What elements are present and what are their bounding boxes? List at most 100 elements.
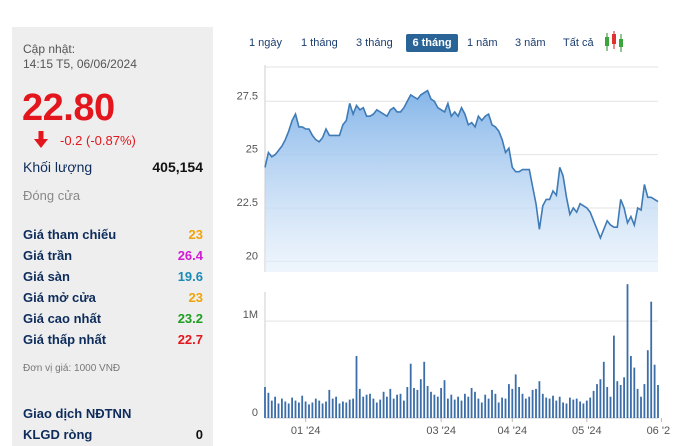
volume-bar: [596, 384, 598, 418]
stock-info-panel: Cập nhật: 14:15 T5, 06/06/2024 22.80 -0.…: [12, 27, 213, 446]
volume-bar: [321, 403, 324, 418]
volume-bar: [443, 380, 446, 418]
volume-bar: [403, 400, 405, 418]
volume-bar: [338, 403, 341, 418]
volume-bar: [555, 400, 558, 418]
volume-bar: [335, 396, 337, 418]
volume-bar: [518, 387, 520, 418]
volume-tick-label: 0: [252, 407, 258, 419]
price-row: Giá tham chiếu 23: [23, 227, 203, 245]
price-row-label: Giá mở cửa: [23, 290, 96, 305]
price-row-value: 26.4: [177, 248, 203, 263]
volume-bar: [267, 392, 270, 418]
volume-bar: [298, 402, 300, 418]
volume-bar: [613, 335, 615, 418]
volume-bar: [284, 401, 287, 418]
range-1-year-button[interactable]: 1 năm: [467, 37, 498, 49]
volume-bar: [433, 394, 436, 418]
volume-bar: [301, 395, 304, 418]
price-row: Giá sàn 19.6: [23, 269, 203, 287]
volume-bar: [325, 401, 327, 418]
price-row-label: Giá thấp nhất: [23, 332, 107, 347]
volume-bar: [565, 403, 568, 418]
range-1-day-button[interactable]: 1 ngày: [249, 37, 283, 49]
volume-bar: [426, 386, 429, 418]
volume-bar: [416, 389, 419, 418]
volume-bar: [264, 387, 266, 418]
volume-bar: [623, 377, 625, 418]
current-price: 22.80: [22, 87, 115, 129]
price-row-label: Giá tham chiếu: [23, 227, 117, 242]
volume-bar: [470, 388, 473, 418]
volume-bar: [328, 389, 331, 418]
volume-bar: [318, 400, 321, 418]
range-3-year-button[interactable]: 3 năm: [515, 37, 546, 49]
volume-bar: [460, 400, 463, 418]
volume-bar: [406, 387, 409, 418]
volume-bar: [348, 399, 351, 418]
axis-labels: 27.5 25 22.5 20 1M 0 01 '24 03 '24 04 '24 05 '24 0…: [237, 90, 670, 437]
price-row: Giá mở cửa 23: [23, 290, 203, 308]
volume-bar: [646, 350, 649, 418]
volume-bar: [521, 393, 524, 418]
volume-bar: [589, 397, 592, 418]
volume-bar: [538, 381, 541, 418]
volume-bar: [650, 301, 653, 418]
candlestick-icon[interactable]: [603, 31, 627, 53]
updated-time: 14:15 T5, 06/06/2024: [23, 57, 137, 71]
range-6-month-button[interactable]: 6 tháng: [406, 34, 458, 52]
volume-bar: [643, 384, 646, 418]
volume-bar: [562, 402, 564, 418]
volume-bar: [514, 374, 517, 418]
price-row: Giá cao nhất 23.2: [23, 311, 203, 329]
volume-bar: [552, 395, 554, 418]
volume-bar: [447, 398, 449, 418]
volume-bar: [619, 385, 622, 418]
volume-bar: [436, 396, 439, 418]
volume-bar: [657, 385, 659, 418]
volume-bar: [633, 367, 636, 418]
close-label: Đóng cửa: [23, 188, 81, 203]
volume-bar: [636, 388, 639, 418]
volume-bar: [640, 396, 642, 418]
foreign-trade-row: Giao dịch NĐTNN: [23, 406, 203, 424]
volume-bar: [450, 394, 453, 418]
price-chart: 27.5 25 22.5 20 1M 0 01 '24 03 '24 04 '24 05 '24 0…: [237, 65, 670, 437]
volume-bar: [382, 391, 385, 418]
volume-bar: [548, 398, 551, 418]
volume-bar: [504, 398, 507, 418]
volume-bar: [602, 361, 605, 418]
volume-tick-label: 1M: [243, 309, 258, 321]
range-all-button[interactable]: Tất cả: [563, 37, 594, 49]
volume-bar: [430, 391, 432, 418]
price-row: Giá trần 26.4: [23, 248, 203, 266]
volume-bar: [457, 396, 459, 418]
price-tick-label: 27.5: [237, 90, 258, 102]
volume-bar: [355, 356, 358, 418]
range-1-month-button[interactable]: 1 tháng: [301, 37, 338, 49]
volume-bar: [308, 404, 310, 418]
volume-bar: [311, 402, 314, 418]
volume-bar: [389, 388, 392, 418]
volume-bar: [616, 381, 619, 418]
volume-bar: [541, 393, 544, 418]
down-arrow-icon: [34, 131, 48, 148]
volume-bar: [477, 398, 480, 418]
volume-bar: [524, 398, 527, 418]
volume-bar: [531, 389, 534, 418]
volume-bar: [423, 361, 426, 418]
volume-bar: [572, 399, 575, 418]
volume-bar: [579, 401, 581, 418]
volume-bar: [575, 398, 578, 418]
price-row-label: Giá cao nhất: [23, 311, 102, 326]
volume-bar: [626, 284, 629, 418]
x-tick-label: 03 '24: [426, 425, 456, 437]
volume-bar: [379, 399, 382, 418]
price-area: [265, 90, 658, 272]
volume-bar: [365, 394, 368, 418]
volume-bar: [569, 397, 571, 418]
volume-bar: [392, 398, 395, 418]
range-3-month-button[interactable]: 3 tháng: [356, 37, 393, 49]
volume-bar: [585, 400, 588, 418]
volume-bar: [545, 397, 548, 418]
